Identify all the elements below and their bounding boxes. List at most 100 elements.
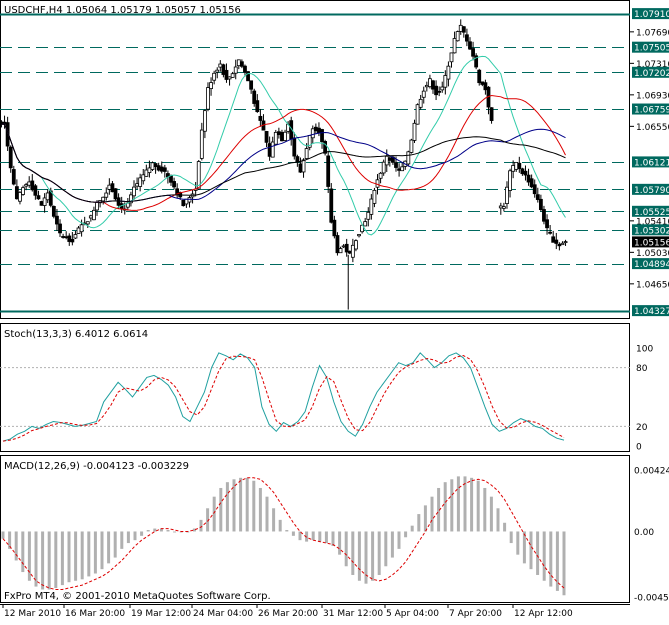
macd-histogram-bar bbox=[404, 531, 408, 538]
candle-body bbox=[354, 240, 358, 250]
candle-body bbox=[264, 131, 269, 143]
candle-body bbox=[483, 82, 488, 91]
macd-histogram-bar bbox=[192, 528, 196, 532]
price-level-label-box bbox=[632, 8, 669, 20]
macd-histogram-bar bbox=[212, 496, 216, 532]
macd-histogram-bar bbox=[272, 508, 276, 532]
candle-body bbox=[431, 80, 435, 90]
stoch-axis-label: 100 bbox=[636, 345, 653, 355]
price-axis-label: 1.05030 bbox=[636, 249, 669, 259]
candle-body bbox=[323, 141, 328, 154]
price-level-label: 1.07202 bbox=[634, 69, 669, 79]
candlestick-series bbox=[0, 19, 568, 310]
candle-body bbox=[172, 181, 176, 188]
price-level-label-box bbox=[632, 236, 669, 248]
time-axis-label: 24 Mar 04:00 bbox=[193, 609, 253, 619]
candle-body bbox=[329, 188, 334, 223]
candle-body bbox=[363, 221, 368, 227]
candle-body bbox=[366, 211, 371, 220]
macd-histogram-bar bbox=[324, 531, 328, 544]
candle-body bbox=[27, 181, 32, 186]
candle-body bbox=[209, 82, 213, 90]
candle-body bbox=[437, 90, 442, 93]
candle-body bbox=[498, 205, 503, 209]
candle-body bbox=[508, 170, 512, 191]
candle-body bbox=[310, 128, 315, 139]
candle-body bbox=[73, 234, 78, 239]
candle-body bbox=[474, 55, 479, 68]
price-level-label-box bbox=[632, 41, 669, 53]
macd-histogram-bar bbox=[60, 531, 64, 586]
stoch-panel-header: Stoch(13,3,3) 6.4012 6.0614 bbox=[4, 329, 148, 340]
candle-body bbox=[332, 219, 337, 237]
macd-histogram-bar bbox=[133, 531, 137, 541]
candle-body bbox=[113, 188, 118, 200]
candle-body bbox=[236, 59, 241, 67]
candle-body bbox=[79, 224, 84, 233]
macd-histogram-bar bbox=[146, 530, 150, 532]
macd-histogram-bar bbox=[377, 531, 381, 575]
candle-body bbox=[304, 148, 309, 159]
price-level-label: 1.05525 bbox=[634, 208, 669, 218]
macd-histogram-bar bbox=[173, 531, 177, 533]
macd-histogram-bar bbox=[166, 530, 170, 532]
macd-histogram-bar bbox=[516, 531, 520, 555]
price-level-label-box bbox=[632, 183, 669, 195]
macd-histogram-bar bbox=[14, 531, 18, 561]
candle-body bbox=[471, 48, 475, 57]
candle-body bbox=[418, 98, 423, 108]
macd-histogram-bar bbox=[344, 531, 348, 567]
candle-body bbox=[548, 231, 553, 234]
candle-body bbox=[249, 80, 254, 90]
macd-histogram-bar bbox=[278, 519, 282, 532]
candle-body bbox=[415, 104, 420, 125]
price-level-label: 1.07505 bbox=[634, 44, 669, 54]
macd-histogram-bar bbox=[8, 531, 12, 549]
price-level-label: 1.05156 bbox=[634, 238, 669, 248]
candle-body bbox=[397, 168, 401, 171]
candle-body bbox=[18, 192, 22, 202]
price-axis-label: 1.04650 bbox=[636, 280, 669, 290]
candle-body bbox=[452, 38, 457, 54]
macd-histogram-bar bbox=[338, 531, 342, 555]
macd-histogram-bar bbox=[311, 531, 315, 541]
macd-histogram-bar bbox=[126, 531, 130, 544]
candle-body bbox=[517, 162, 522, 169]
macd-histogram-bar bbox=[153, 528, 157, 532]
stoch-panel-frame bbox=[0, 323, 630, 452]
candle-body bbox=[206, 87, 210, 110]
macd-histogram-bar bbox=[285, 530, 289, 532]
candle-body bbox=[21, 187, 25, 195]
macd-histogram-bar bbox=[100, 531, 104, 570]
candle-body bbox=[428, 78, 432, 88]
time-axis-label: 26 Mar 20:00 bbox=[258, 609, 318, 619]
candle-body bbox=[360, 224, 365, 233]
time-axis-label: 31 Mar 12:00 bbox=[323, 609, 383, 619]
candle-body bbox=[153, 163, 158, 168]
macd-histogram-bar bbox=[542, 531, 546, 581]
candle-body bbox=[347, 250, 352, 254]
candle-body bbox=[92, 209, 96, 221]
price-level-label-box bbox=[632, 205, 669, 217]
candle-body bbox=[218, 63, 223, 68]
macd-histogram-bar bbox=[430, 496, 434, 532]
candle-body bbox=[535, 194, 540, 200]
macd-histogram-bar bbox=[410, 525, 414, 532]
candle-body bbox=[169, 175, 173, 183]
macd-histogram-bar bbox=[80, 531, 84, 580]
candle-body bbox=[221, 64, 226, 75]
macd-axis-label: 0.00 bbox=[634, 528, 654, 538]
candle-body bbox=[529, 178, 534, 188]
macd-histogram-bar bbox=[397, 531, 401, 549]
copyright-text: FxPro MT4, © 2001-2010 MetaQuotes Softwa… bbox=[4, 591, 271, 602]
candle-body bbox=[378, 172, 383, 179]
price-axis: 1.07690 1.07310 1.06930 1.06550 1.05410 1.050… bbox=[630, 8, 669, 317]
macd-histogram-bar bbox=[159, 528, 163, 532]
candle-body bbox=[320, 129, 324, 142]
candle-body bbox=[458, 24, 463, 32]
candle-body bbox=[344, 243, 349, 253]
ma-fast-line bbox=[1, 55, 566, 236]
price-level-label: 1.04327 bbox=[634, 307, 669, 317]
